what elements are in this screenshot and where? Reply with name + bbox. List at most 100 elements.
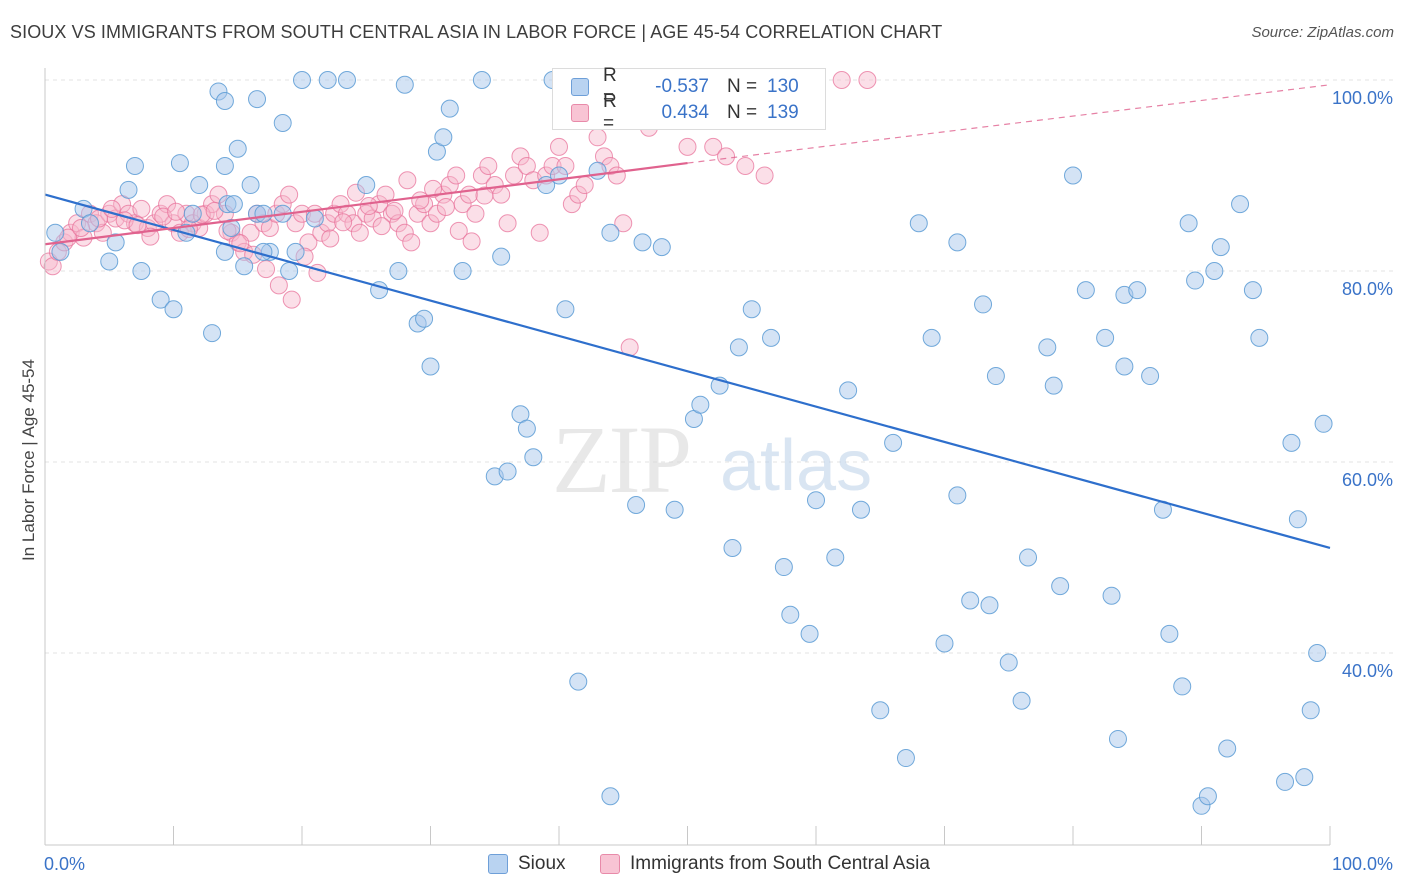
x-tick-label-max: 100.0% [1332, 854, 1393, 874]
pink-data-point [344, 214, 363, 233]
pink-data-point [755, 166, 774, 185]
blue-data-point [132, 262, 151, 280]
blue-data-point [1128, 281, 1147, 300]
pink-data-point [575, 176, 594, 195]
trend-lines [44, 84, 1331, 550]
blue-data-point [492, 247, 511, 266]
blue-data-point [1044, 376, 1063, 395]
pink-trend-line [44, 161, 688, 246]
blue-data-point [588, 161, 607, 180]
blue-data-point [164, 300, 183, 319]
blue-data-point [241, 176, 260, 195]
blue-data-point [569, 672, 588, 691]
pink-data-point [359, 197, 378, 216]
blue-data-point [125, 156, 144, 175]
pink-data-point [286, 214, 305, 233]
pink-data-point [402, 233, 421, 252]
blue-data-point [1276, 772, 1295, 791]
pink-data-point [550, 137, 568, 156]
pink-data-point [475, 186, 494, 205]
watermark-atlas: atlas [720, 426, 872, 506]
blue-data-point [871, 701, 890, 720]
pink-data-point [472, 166, 491, 185]
grid-lines [45, 79, 1395, 654]
blue-data-point [80, 214, 99, 233]
legend-swatch-blue [571, 78, 589, 96]
blue-data-point [286, 242, 305, 261]
pink-data-point [167, 202, 186, 221]
blue-data-point [254, 204, 273, 223]
pink-data-point [447, 166, 466, 185]
blue-data-point [524, 448, 543, 467]
blue-data-point [395, 75, 414, 94]
pink-data-point [321, 229, 340, 248]
pink-data-point [858, 71, 877, 89]
blue-data-point [224, 195, 243, 214]
legend-n-value: 139 [767, 102, 799, 123]
pink-data-point [151, 204, 170, 223]
blue-data-point [305, 209, 324, 228]
blue-data-point [1102, 586, 1121, 605]
blue-data-point [421, 357, 440, 376]
blue-data-point [203, 324, 222, 343]
series-legend-immigrants: Immigrants from South Central Asia [600, 853, 930, 875]
blue-data-point [550, 166, 568, 185]
x-tick-labels: 0.0% 100.0% [44, 854, 1393, 874]
blue-data-point [1173, 677, 1192, 696]
blue-data-point [119, 180, 138, 199]
blue-data-point [742, 300, 761, 319]
blue-data-point [440, 99, 459, 118]
pink-data-point [385, 201, 404, 220]
blue-data-point [1064, 166, 1082, 185]
pink-data-point [492, 185, 511, 204]
y-axis-label-wrap: In Labor Force | Age 45-54 [16, 300, 42, 620]
series-legend-swatch-blue [488, 854, 508, 874]
blue-data-point [1218, 739, 1237, 758]
pink-data-point [678, 137, 697, 156]
chart-title: SIOUX VS IMMIGRANTS FROM SOUTH CENTRAL A… [10, 22, 943, 42]
blue-data-point [896, 749, 915, 768]
blue-data-point [652, 238, 671, 257]
blue-data-point [1288, 510, 1307, 529]
pink-data-point [398, 171, 417, 190]
series-legend-swatch-pink [600, 854, 620, 874]
blue-data-point [980, 596, 999, 615]
blue-data-point [106, 233, 125, 252]
legend-r-value: -0.537 [655, 76, 709, 97]
blue-data-point [357, 176, 376, 195]
blue-data-point [601, 223, 620, 242]
blue-data-point [729, 338, 748, 357]
blue-data-point [986, 367, 1005, 386]
pink-data-point [511, 147, 530, 166]
series-legend: Sioux Immigrants from South Central Asia [0, 853, 1406, 877]
blue-data-point [235, 257, 254, 276]
blue-data-point [633, 233, 652, 252]
pink-data-point [280, 185, 299, 204]
pink-data-point [436, 198, 455, 217]
blue-data-point [1211, 238, 1230, 257]
blue-data-point [415, 309, 434, 328]
pink-data-point [736, 156, 755, 175]
blue-data-point [723, 538, 742, 557]
legend-r-label: R = [603, 65, 617, 108]
blue-data-point [151, 290, 170, 309]
blue-data-point [215, 92, 234, 111]
blue-data-point [248, 90, 267, 109]
blue-data-point [884, 433, 903, 452]
y-axis-label: In Labor Force | Age 45-54 [19, 359, 38, 561]
blue-data-point [1012, 691, 1031, 710]
legend-n-label: N = [727, 102, 758, 123]
blue-data-point [909, 214, 928, 233]
blue-data-point [691, 395, 710, 414]
pink-data-point [607, 166, 626, 185]
blue-data-point [1186, 271, 1205, 290]
blue-data-point [222, 219, 241, 238]
blue-trend-line [44, 193, 1331, 550]
pink-trend-line-extension [687, 84, 1331, 164]
pink-data-point [132, 199, 151, 218]
series-legend-sioux: Sioux [488, 853, 566, 875]
pink-data-point [449, 221, 468, 240]
blue-data-point [961, 591, 980, 610]
pink-data-point [43, 257, 62, 276]
